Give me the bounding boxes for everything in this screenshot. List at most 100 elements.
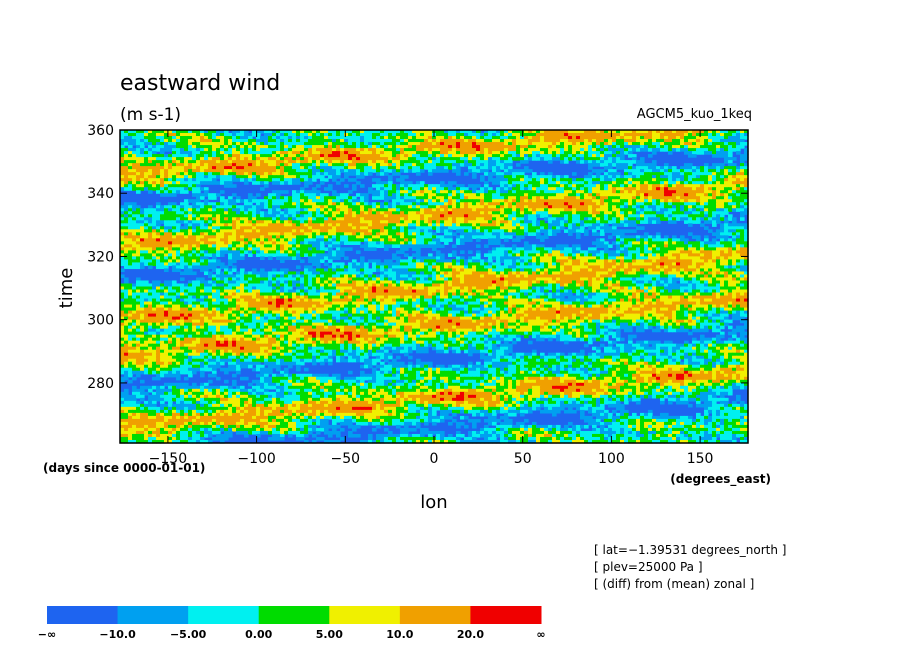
heatmap-cell [168,172,173,176]
heatmap-cell [496,175,501,179]
heatmap-cell [264,196,269,200]
heatmap-cell [632,208,637,212]
heatmap-cell [528,208,533,212]
heatmap-cell [720,163,725,167]
heatmap-cell [696,187,701,191]
heatmap-cell [412,145,417,149]
heatmap-cell [688,142,693,146]
heatmap-cell [492,202,497,206]
heatmap-cell [348,148,353,152]
heatmap-cell [248,193,253,197]
heatmap-cell [388,190,393,194]
heatmap-cell [480,157,485,161]
heatmap-cell [384,148,389,152]
heatmap-cell [588,145,593,149]
heatmap-cell [532,232,537,236]
heatmap-cell [124,157,129,161]
heatmap-cell [192,151,197,155]
heatmap-cell [680,178,685,182]
heatmap-cell [532,175,537,179]
heatmap-cell [560,142,565,146]
chart-title: eastward wind [120,71,280,96]
heatmap-cell [372,151,377,155]
heatmap-cell [528,178,533,182]
heatmap-cell [372,208,377,212]
heatmap-cell [348,163,353,167]
heatmap-cell [448,196,453,200]
heatmap-cell [380,196,385,200]
heatmap-cell [660,148,665,152]
heatmap-cell [360,217,365,221]
heatmap-cell [700,211,705,215]
heatmap-cell [360,184,365,188]
heatmap-cell [620,145,625,149]
heatmap-cell [512,154,517,158]
heatmap-cell [656,190,661,194]
heatmap-cell [576,214,581,218]
heatmap-cell [276,142,281,146]
heatmap-cell [196,205,201,209]
heatmap-cell [228,202,233,206]
heatmap-cell [704,199,709,203]
heatmap-cell [732,181,737,185]
heatmap-cell [564,181,569,185]
heatmap-cell [376,208,381,212]
heatmap-cell [260,214,265,218]
heatmap-cell [336,172,341,176]
heatmap-cell [300,196,305,200]
heatmap-cell [240,169,245,173]
heatmap-cell [532,139,537,143]
heatmap-cell [372,205,377,209]
heatmap-cell [188,208,193,212]
heatmap-cell [520,187,525,191]
heatmap-cell [376,154,381,158]
heatmap-cell [648,205,653,209]
heatmap-cell [256,172,261,176]
heatmap-cell [708,172,713,176]
heatmap-cell [152,217,157,221]
heatmap-cell [500,175,505,179]
heatmap-cell [412,160,417,164]
heatmap-cell [588,163,593,167]
heatmap-cell [724,208,729,212]
heatmap-cell [716,169,721,173]
heatmap-cell [300,175,305,179]
heatmap-cell [280,196,285,200]
heatmap-cell [260,157,265,161]
heatmap-cell [404,169,409,173]
heatmap-cell [208,205,213,209]
heatmap-cell [716,235,721,239]
heatmap-cell [196,172,201,176]
heatmap-cell [208,139,213,143]
heatmap-cell [404,163,409,167]
heatmap-cell [192,217,197,221]
heatmap-cell [404,175,409,179]
heatmap-cell [532,142,537,146]
heatmap-cell [556,190,561,194]
heatmap-cell [440,136,445,140]
heatmap-cell [520,181,525,185]
heatmap-cell [596,205,601,209]
heatmap-cell [576,151,581,155]
heatmap-cell [568,193,573,197]
heatmap-cell [292,157,297,161]
heatmap-cell [744,148,749,152]
heatmap-cell [544,187,549,191]
heatmap-cell [548,142,553,146]
heatmap-cell [268,205,273,209]
heatmap-cell [176,211,181,215]
heatmap-cell [276,175,281,179]
heatmap-cell [728,163,733,167]
heatmap-cell [160,187,165,191]
heatmap-cell [312,187,317,191]
heatmap-cell [664,145,669,149]
heatmap-cell [144,130,149,134]
heatmap-cell [288,181,293,185]
heatmap-cell [176,169,181,173]
heatmap-cell [272,205,277,209]
heatmap-cell [468,133,473,137]
heatmap-cell [652,184,657,188]
heatmap-cell [500,154,505,158]
heatmap-cell [628,205,633,209]
heatmap-cell [376,214,381,218]
